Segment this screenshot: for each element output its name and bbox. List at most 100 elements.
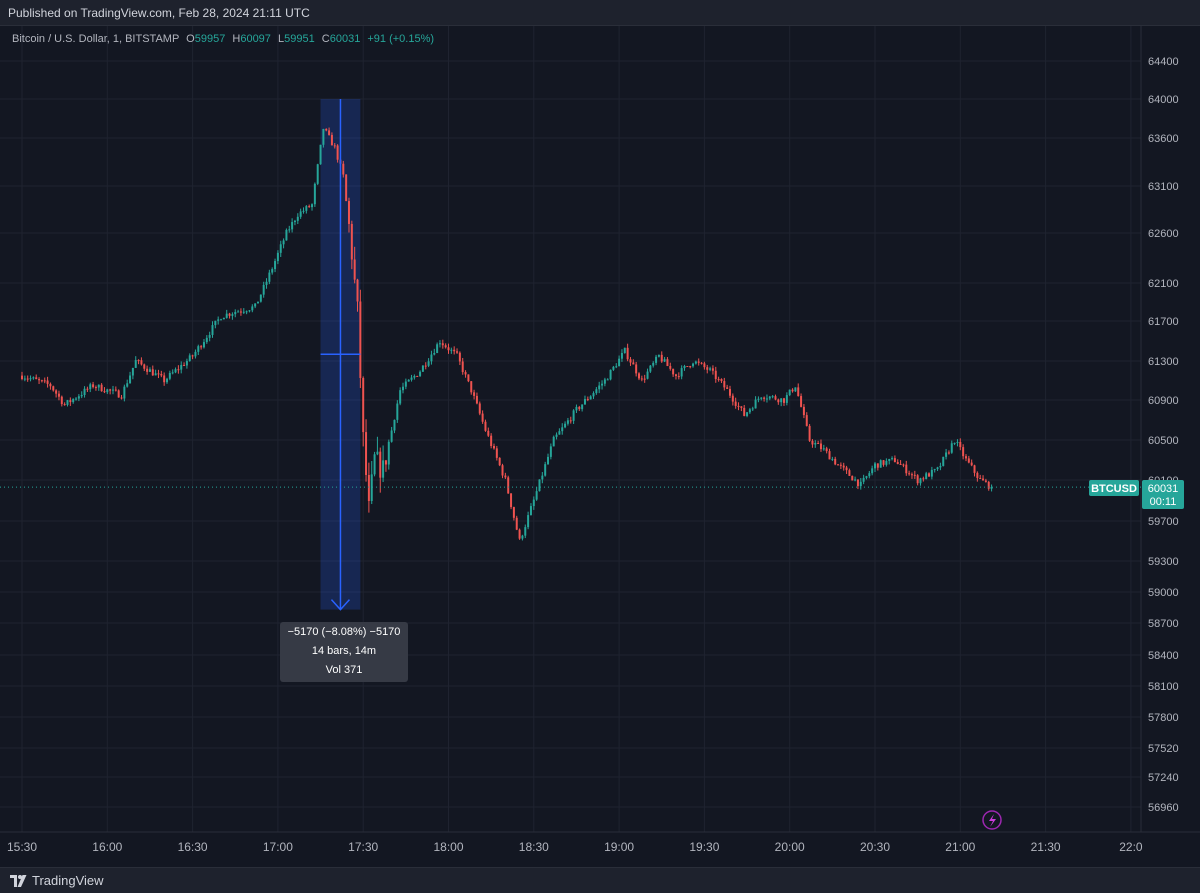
candle-body bbox=[583, 399, 586, 405]
candle-body bbox=[606, 379, 609, 381]
candle-body bbox=[52, 386, 55, 391]
candle-body bbox=[117, 390, 120, 398]
measure-change-text: −5170 (−8.08%) −5170 bbox=[288, 626, 401, 638]
candle-body bbox=[282, 240, 285, 245]
candle-body bbox=[854, 479, 857, 481]
candle-body bbox=[29, 378, 32, 380]
candle-body bbox=[612, 366, 615, 370]
candle-body bbox=[46, 380, 49, 384]
candle-body bbox=[94, 387, 97, 389]
candle-body bbox=[256, 301, 259, 304]
price-tick-label: 60900 bbox=[1148, 395, 1179, 407]
candle-body bbox=[72, 398, 75, 403]
candle-body bbox=[66, 400, 69, 405]
candle-body bbox=[814, 443, 817, 445]
published-banner: Published on TradingView.com, Feb 28, 20… bbox=[0, 0, 1200, 26]
candle-body bbox=[60, 396, 63, 405]
candle-body bbox=[259, 294, 262, 302]
candle-body bbox=[834, 458, 837, 465]
candle-body bbox=[922, 478, 925, 480]
tradingview-brand[interactable]: TradingView bbox=[32, 873, 104, 888]
candle-body bbox=[728, 388, 731, 396]
last-price-badge bbox=[1142, 480, 1184, 509]
candle-body bbox=[288, 229, 291, 231]
candle-body bbox=[632, 362, 635, 365]
candle-body bbox=[330, 134, 333, 146]
candle-body bbox=[837, 464, 840, 466]
candle-body bbox=[419, 371, 422, 377]
candle-body bbox=[214, 320, 217, 326]
candle-body bbox=[819, 443, 822, 450]
lightning-icon[interactable] bbox=[982, 810, 1002, 830]
candle-body bbox=[367, 474, 370, 501]
candle-body bbox=[640, 378, 643, 380]
candle-body bbox=[69, 400, 72, 403]
candle-body bbox=[973, 465, 976, 473]
candle-body bbox=[316, 164, 319, 184]
candle-body bbox=[646, 371, 649, 379]
candle-body bbox=[183, 364, 186, 366]
price-axis-panel[interactable] bbox=[1141, 26, 1200, 832]
candle-body bbox=[407, 379, 410, 382]
candle-body bbox=[311, 204, 314, 208]
candle-body bbox=[373, 454, 376, 475]
time-tick-label: 17:00 bbox=[263, 840, 293, 854]
time-tick-label: 21:30 bbox=[1031, 840, 1061, 854]
candle-body bbox=[549, 446, 552, 457]
candle-body bbox=[763, 397, 766, 399]
candle-body bbox=[38, 379, 41, 381]
candle-body bbox=[865, 476, 868, 478]
candle-body bbox=[623, 347, 626, 354]
measure-tooltip-box bbox=[280, 622, 408, 682]
tradingview-logo-icon[interactable] bbox=[10, 874, 28, 888]
candle-body bbox=[177, 369, 180, 371]
candle-body bbox=[265, 281, 268, 285]
candle-body bbox=[649, 365, 652, 372]
candle-body bbox=[370, 474, 373, 501]
price-chart[interactable]: 64400 64000 63600 63100 62600 62100 61700 61300… bbox=[0, 26, 1200, 867]
candle-body bbox=[35, 377, 38, 380]
chart-pane[interactable]: 64400 64000 63600 63100 62600 62100 61700 61300… bbox=[0, 26, 1200, 867]
candle-body bbox=[313, 183, 316, 205]
low-label: L bbox=[277, 33, 285, 45]
candle-body bbox=[794, 387, 797, 392]
candle-body bbox=[481, 413, 484, 422]
candle-body bbox=[308, 206, 311, 208]
candle-body bbox=[535, 491, 538, 500]
price-tick-label: 59300 bbox=[1148, 556, 1179, 568]
candle-body bbox=[188, 355, 191, 362]
candle-body bbox=[456, 351, 459, 353]
candle-body bbox=[427, 361, 430, 366]
candle-body bbox=[191, 355, 194, 357]
candle-body bbox=[817, 443, 820, 445]
candle-body bbox=[154, 373, 157, 376]
candle-body bbox=[413, 376, 416, 378]
symbol-badge bbox=[1089, 480, 1139, 496]
candle-body bbox=[350, 223, 353, 260]
candle-body bbox=[32, 377, 35, 379]
candle-body bbox=[504, 475, 507, 478]
time-tick-label: 16:00 bbox=[92, 840, 122, 854]
candle-body bbox=[83, 388, 86, 395]
candle-body bbox=[925, 473, 928, 479]
candle-body bbox=[120, 397, 123, 399]
candle-body bbox=[910, 474, 913, 476]
candle-body bbox=[618, 358, 621, 367]
price-tick-label: 64400 bbox=[1148, 56, 1179, 68]
time-tick-label: 20:30 bbox=[860, 840, 890, 854]
candle-body bbox=[524, 527, 527, 536]
candle-body bbox=[359, 301, 362, 378]
candle-body bbox=[470, 381, 473, 393]
chart-legend: Bitcoin / U.S. Dollar, 1, BITSTAMP O5995… bbox=[12, 33, 434, 45]
candle-body bbox=[885, 460, 888, 465]
candle-body bbox=[919, 478, 922, 484]
candle-body bbox=[970, 462, 973, 466]
candle-body bbox=[453, 349, 456, 352]
measure-arrow-icon bbox=[330, 599, 351, 611]
candle-body bbox=[660, 354, 663, 362]
candle-body bbox=[638, 373, 641, 379]
candle-body bbox=[285, 229, 288, 241]
candle-body bbox=[362, 377, 365, 433]
candle-body bbox=[23, 378, 26, 380]
candle-body bbox=[723, 381, 726, 388]
